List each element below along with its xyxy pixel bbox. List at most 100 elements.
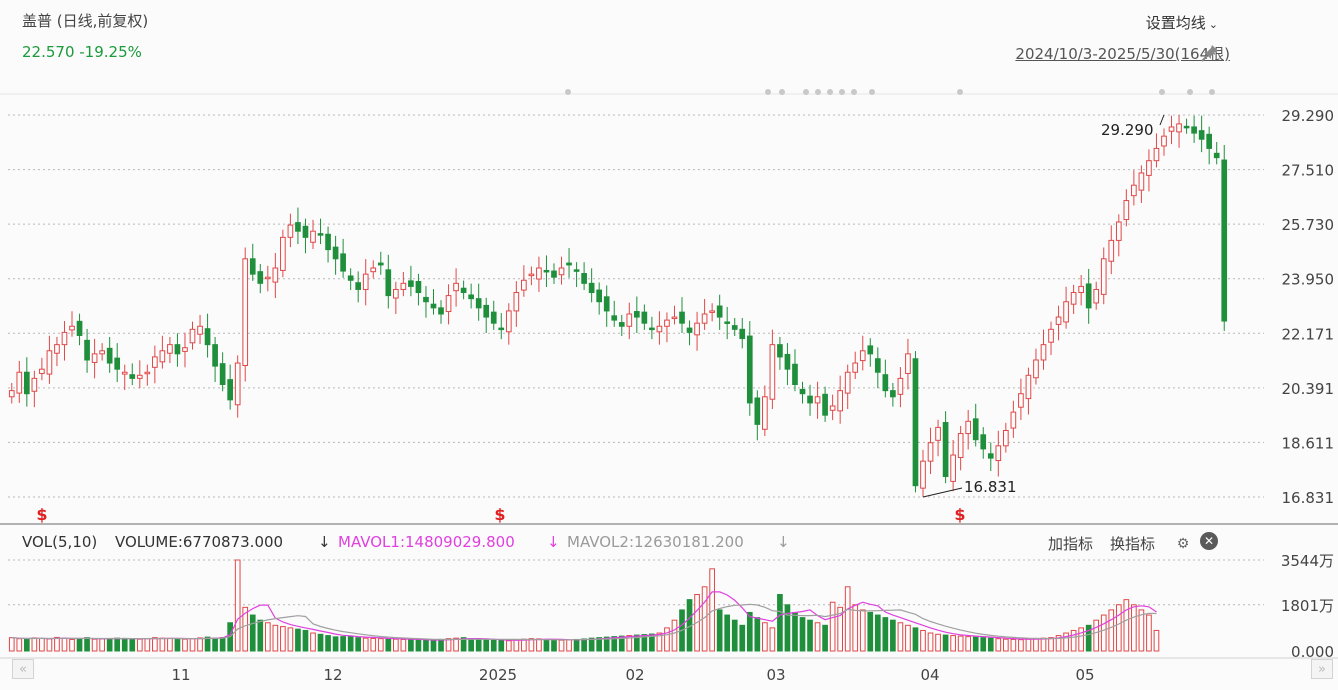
volume-bar <box>54 636 60 652</box>
volume-bar <box>987 637 994 652</box>
volume-bar <box>837 606 843 652</box>
volume-bar <box>287 627 294 652</box>
candle <box>54 344 60 354</box>
candle <box>1131 184 1137 197</box>
volume-bar <box>1033 638 1039 652</box>
candle <box>129 374 136 379</box>
ma-settings-button[interactable]: 设置均线 ⌄ <box>1146 12 1218 33</box>
candle <box>1048 328 1054 343</box>
volume-bar <box>370 637 377 652</box>
close-icon[interactable]: ✕ <box>1200 532 1218 550</box>
volume-bar <box>121 637 128 652</box>
volume-bar <box>423 639 429 652</box>
candle <box>603 296 610 312</box>
volume-bar <box>332 636 339 652</box>
volume-bar <box>935 633 941 652</box>
y-tick-label: 18.611 <box>1282 434 1335 452</box>
event-dot <box>1159 89 1165 95</box>
mavol2-line <box>11 603 1157 641</box>
candle <box>204 328 211 346</box>
candle <box>792 363 798 386</box>
candle <box>408 280 414 287</box>
candle <box>746 335 753 404</box>
candle <box>1183 125 1190 129</box>
candle <box>280 236 286 271</box>
volume-bar <box>1085 624 1092 652</box>
candle <box>468 294 474 300</box>
candle <box>1206 133 1213 149</box>
x-tick-label: 2025 <box>479 666 517 684</box>
add-indicator-button[interactable]: 加指标 <box>1048 535 1094 553</box>
mavol2-value: MAVOL2:12630181.200 <box>567 533 744 551</box>
candle <box>144 371 151 375</box>
candle <box>844 371 851 394</box>
candle <box>536 267 542 280</box>
candle <box>874 358 881 373</box>
candle <box>769 344 776 400</box>
scroll-left-icon[interactable]: « <box>12 659 34 679</box>
date-range-link[interactable]: 2024/10/3-2025/5/30(164根) <box>1015 45 1230 63</box>
candle <box>1010 411 1017 429</box>
chevron-down-icon: ⌄ <box>1208 18 1218 31</box>
volume-bar <box>445 638 452 652</box>
volume-bar <box>106 638 113 652</box>
event-dot <box>827 89 833 95</box>
candle <box>362 273 369 290</box>
candle <box>551 270 557 278</box>
candle <box>445 295 452 313</box>
volume-bar <box>257 619 264 652</box>
candle <box>197 325 203 335</box>
candle <box>1198 130 1205 140</box>
event-dot <box>957 89 963 95</box>
volume-bar <box>844 586 851 652</box>
volume-bar <box>91 638 98 652</box>
volume-bar <box>84 637 90 652</box>
candle <box>618 322 625 327</box>
candle <box>890 390 896 398</box>
gear-icon[interactable]: ⚙ <box>1176 536 1190 552</box>
volume-bar <box>874 614 881 652</box>
candle <box>777 344 783 358</box>
volume-bar <box>724 614 731 652</box>
y-tick-label: 27.510 <box>1282 162 1335 180</box>
candle <box>558 267 565 276</box>
candle <box>611 315 618 321</box>
volume-bar <box>618 635 625 652</box>
volume-bar <box>1131 604 1137 652</box>
candle <box>724 321 731 324</box>
candle <box>400 282 407 290</box>
volume-bar <box>23 638 30 652</box>
volume-bar <box>867 611 874 652</box>
candle <box>121 371 128 375</box>
scroll-right-icon[interactable]: » <box>1311 659 1333 679</box>
volume-bar <box>626 635 633 652</box>
candle <box>69 325 75 331</box>
event-dot <box>1187 89 1193 95</box>
volume-bar <box>1018 639 1024 652</box>
volume-bar <box>468 638 474 652</box>
switch-indicator-button[interactable]: 换指标 <box>1110 535 1156 553</box>
ma-settings-label: 设置均线 <box>1145 14 1206 32</box>
candle <box>897 377 904 395</box>
candle <box>716 305 723 318</box>
candle <box>686 327 693 333</box>
volume-bar <box>1070 629 1077 652</box>
volume-bar <box>197 637 203 652</box>
pin-icon[interactable] <box>1200 43 1220 63</box>
candle <box>249 258 256 275</box>
volume-bar <box>212 637 218 652</box>
volume-bar <box>1055 635 1062 652</box>
volume-bar <box>521 638 527 652</box>
candle <box>641 311 648 324</box>
candle <box>814 396 821 404</box>
volume-bar <box>1115 604 1122 652</box>
candle <box>295 222 301 232</box>
candle <box>837 390 843 412</box>
candle <box>61 331 68 346</box>
volume-bar <box>558 639 565 652</box>
candle <box>174 344 181 355</box>
volume-indicator-label: VOL(5,10) <box>22 533 98 551</box>
volume-bar <box>310 632 316 652</box>
volume-bar <box>483 639 490 652</box>
